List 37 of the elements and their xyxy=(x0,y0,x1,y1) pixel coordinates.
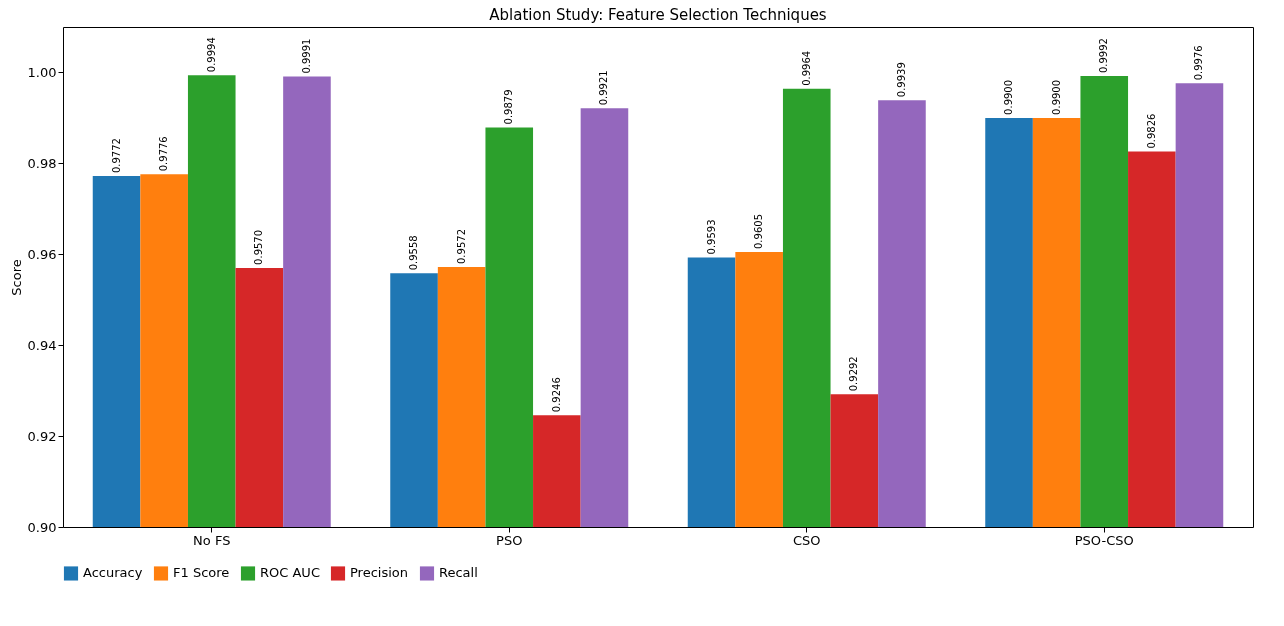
y-tick-label: 0.98 xyxy=(27,155,57,171)
x-tick-label: PSO-CSO xyxy=(1074,532,1134,548)
data-label: 0.9976 xyxy=(1193,45,1205,81)
data-label: 0.9939 xyxy=(895,62,907,98)
y-axis-title: Score xyxy=(8,259,24,296)
legend-label: Accuracy xyxy=(83,565,143,581)
data-label: 0.9605 xyxy=(753,214,765,249)
chart-title: Ablation Study: Feature Selection Techniques xyxy=(489,6,827,24)
legend-label: ROC AUC xyxy=(260,565,320,581)
data-label: 0.9292 xyxy=(848,356,860,392)
data-label: 0.9900 xyxy=(1003,79,1015,115)
data-label: 0.9992 xyxy=(1098,38,1110,74)
legend-label: Recall xyxy=(439,565,478,581)
data-label: 0.9994 xyxy=(205,37,217,73)
x-tick-label: PSO xyxy=(496,532,523,548)
data-label: 0.9826 xyxy=(1145,113,1157,149)
data-label: 0.9558 xyxy=(408,235,420,271)
x-tick-label: CSO xyxy=(792,532,821,548)
data-label: 0.9246 xyxy=(550,377,562,413)
legend-label: Precision xyxy=(350,565,409,581)
x-tick-label: No FS xyxy=(193,532,231,548)
data-label: 0.9572 xyxy=(455,229,467,264)
y-tick-label: 0.90 xyxy=(27,519,57,535)
data-label: 0.9900 xyxy=(1050,79,1062,115)
data-label: 0.9879 xyxy=(503,89,515,125)
data-label: 0.9776 xyxy=(158,136,170,172)
data-label: 0.9964 xyxy=(800,50,812,86)
y-tick-label: 1.00 xyxy=(27,64,57,80)
y-tick-label: 0.94 xyxy=(27,337,57,353)
data-label: 0.9593 xyxy=(705,219,717,255)
legend-label: F1 Score xyxy=(173,565,230,581)
data-label: 0.9570 xyxy=(253,229,265,265)
data-label: 0.9921 xyxy=(598,70,610,106)
y-tick-label: 0.96 xyxy=(27,246,57,262)
data-label: 0.9772 xyxy=(110,138,122,174)
y-tick-label: 0.92 xyxy=(27,428,57,444)
data-label: 0.9991 xyxy=(300,38,312,74)
